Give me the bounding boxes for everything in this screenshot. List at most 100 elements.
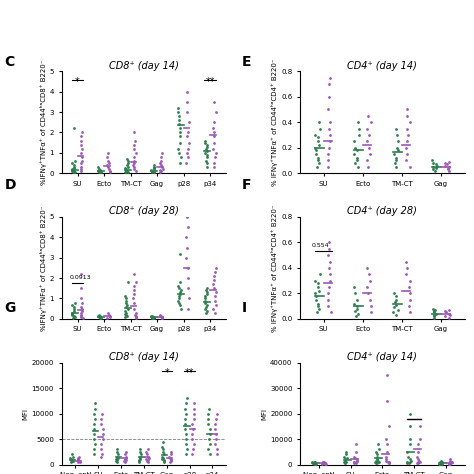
Point (190, 440, 198, 448)
Point (68, 309, 76, 317)
Point (392, 296, 400, 303)
Point (313, 309, 320, 316)
Point (212, 430, 219, 438)
Point (375, 446, 383, 453)
Point (156, 312, 164, 320)
Point (202, 286, 210, 294)
Point (147, 312, 155, 319)
Point (123, 166, 130, 174)
Point (353, 146, 361, 154)
Point (132, 309, 140, 317)
Point (182, 234, 190, 241)
Point (210, 133, 218, 140)
Point (315, 287, 323, 295)
Point (131, 137, 139, 145)
Point (77, 312, 84, 319)
Point (210, 98, 218, 106)
Point (96, 166, 104, 174)
Point (158, 149, 166, 156)
Point (104, 157, 112, 165)
Point (183, 149, 191, 156)
Point (367, 296, 374, 303)
Point (174, 297, 182, 304)
Point (342, 456, 349, 463)
Point (403, 264, 410, 272)
Point (366, 277, 374, 284)
Point (403, 448, 411, 456)
Point (392, 311, 400, 319)
Point (150, 163, 157, 171)
Point (69, 453, 76, 461)
Point (95, 314, 103, 321)
Point (203, 159, 210, 167)
Point (431, 306, 439, 314)
Point (99, 430, 107, 438)
Point (78, 270, 85, 278)
Point (136, 456, 144, 463)
Point (210, 305, 217, 312)
Point (130, 141, 138, 148)
Point (367, 309, 375, 316)
Point (95, 165, 102, 173)
Point (67, 458, 75, 466)
Point (437, 459, 445, 466)
Point (91, 451, 98, 458)
Point (99, 410, 106, 418)
Point (445, 158, 453, 165)
Point (183, 213, 191, 221)
Point (392, 163, 400, 171)
Point (430, 311, 438, 319)
Point (77, 163, 84, 171)
Point (191, 400, 198, 407)
Point (190, 405, 197, 412)
Point (115, 455, 122, 462)
Point (363, 156, 371, 164)
Point (365, 131, 373, 139)
Point (326, 80, 333, 88)
Point (160, 458, 167, 466)
Point (68, 165, 76, 173)
Point (131, 286, 138, 294)
Point (121, 292, 129, 300)
Point (78, 153, 85, 161)
Point (175, 299, 182, 306)
Point (151, 168, 158, 175)
Point (69, 168, 77, 176)
Point (431, 167, 439, 174)
Point (443, 160, 450, 168)
Point (374, 451, 381, 458)
Point (156, 311, 164, 319)
Point (203, 289, 210, 296)
Point (201, 139, 209, 146)
Point (314, 154, 321, 162)
Point (319, 460, 326, 467)
Point (404, 459, 411, 466)
Point (78, 157, 86, 165)
Point (212, 435, 220, 443)
Point (351, 150, 358, 158)
Point (203, 143, 210, 150)
Point (121, 168, 128, 176)
Point (159, 446, 166, 453)
Point (75, 453, 83, 461)
Point (392, 154, 400, 162)
Point (212, 301, 219, 309)
Point (78, 145, 86, 153)
Point (183, 394, 191, 402)
Point (132, 278, 140, 286)
Point (112, 457, 120, 465)
Point (143, 451, 150, 458)
Point (121, 164, 129, 172)
Point (148, 314, 156, 322)
Point (212, 289, 219, 296)
Point (123, 295, 130, 302)
Point (319, 459, 327, 466)
Point (136, 453, 143, 461)
Point (382, 453, 390, 461)
Point (203, 147, 211, 155)
Point (312, 296, 319, 303)
Point (124, 159, 131, 167)
Point (160, 457, 167, 465)
Point (210, 139, 218, 146)
Point (68, 451, 76, 458)
